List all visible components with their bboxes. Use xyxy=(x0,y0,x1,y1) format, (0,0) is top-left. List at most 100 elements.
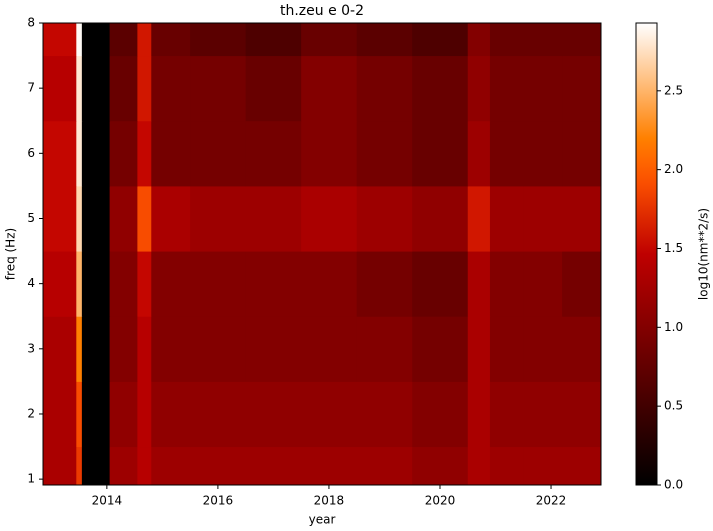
heat-cell xyxy=(43,446,77,486)
heat-cell xyxy=(562,316,602,382)
heat-cell xyxy=(109,316,138,382)
y-tick-label: 3 xyxy=(27,341,35,355)
y-tick-label: 7 xyxy=(27,81,35,95)
heat-cell xyxy=(43,23,77,57)
heat-cell xyxy=(137,23,152,57)
heat-cell xyxy=(190,381,247,448)
heat-cell xyxy=(412,446,469,486)
heat-cell xyxy=(151,185,191,252)
heat-cell xyxy=(489,185,524,252)
heat-cell xyxy=(245,185,302,252)
x-tick-label: 2014 xyxy=(92,494,123,508)
colorbar-tick-label: 0.0 xyxy=(664,478,683,492)
heat-cell xyxy=(109,55,138,122)
colorbar-label: log10(nm**2/s) xyxy=(697,208,711,300)
heat-cell xyxy=(301,120,358,187)
heat-cell xyxy=(81,23,111,57)
colorbar-tick-label: 1.5 xyxy=(664,241,683,255)
y-tick-label: 1 xyxy=(27,472,35,486)
heat-cell xyxy=(245,316,302,382)
heat-cell xyxy=(151,381,191,448)
heat-cell xyxy=(467,185,491,252)
heat-cell xyxy=(356,120,413,187)
heat-cell xyxy=(137,120,152,187)
heat-cell xyxy=(356,185,413,252)
heat-cell xyxy=(81,55,111,122)
chart-title: th.zeu e 0-2 xyxy=(280,3,364,19)
heat-cell xyxy=(109,381,138,448)
heat-cell xyxy=(412,381,469,448)
heat-cell xyxy=(190,251,247,317)
heat-cell xyxy=(190,55,247,122)
heat-cell xyxy=(489,316,524,382)
heat-cell xyxy=(467,23,491,57)
heat-cell xyxy=(137,316,152,382)
heat-cell xyxy=(81,316,111,382)
heat-cell xyxy=(81,381,111,448)
heat-cell xyxy=(76,316,83,382)
heat-cell xyxy=(301,446,358,486)
heat-cell xyxy=(489,251,524,317)
heat-cell xyxy=(190,120,247,187)
heat-cell xyxy=(562,251,602,317)
heat-cell xyxy=(412,316,469,382)
x-tick-label: 2020 xyxy=(425,494,456,508)
heat-cell xyxy=(109,251,138,317)
heat-cell xyxy=(412,251,469,317)
heat-cell xyxy=(245,55,302,122)
colorbar-tick-label: 2.5 xyxy=(664,83,683,97)
heat-cell xyxy=(523,251,563,317)
heat-cell xyxy=(43,316,77,382)
heat-cell xyxy=(151,120,191,187)
heat-cell xyxy=(412,185,469,252)
plot-frame xyxy=(42,22,602,486)
heat-cell xyxy=(412,120,469,187)
heat-cell xyxy=(76,185,83,252)
heat-cell xyxy=(137,446,152,486)
heat-cell xyxy=(356,381,413,448)
heat-cell xyxy=(151,55,191,122)
heat-cell xyxy=(109,446,138,486)
heat-cell xyxy=(467,381,491,448)
heat-cell xyxy=(81,251,111,317)
heat-cell xyxy=(76,120,83,187)
heat-cell xyxy=(562,446,602,486)
y-tick-label: 6 xyxy=(27,146,35,160)
heat-cell xyxy=(151,316,191,382)
heat-cell xyxy=(301,185,358,252)
x-tick-label: 2022 xyxy=(536,494,567,508)
heat-cell xyxy=(81,446,111,486)
heat-cell xyxy=(523,120,563,187)
heat-cell xyxy=(43,185,77,252)
heat-cell xyxy=(245,381,302,448)
heat-cell xyxy=(467,120,491,187)
heat-cell xyxy=(356,316,413,382)
heat-cell xyxy=(43,120,77,187)
heat-cell xyxy=(245,23,302,57)
heat-cell xyxy=(356,23,413,57)
y-tick-label: 2 xyxy=(27,406,35,420)
heat-cell xyxy=(489,23,524,57)
heat-cell xyxy=(489,55,524,122)
heat-cell xyxy=(76,446,83,486)
heat-cell xyxy=(190,446,247,486)
heat-cell xyxy=(151,251,191,317)
heat-cell xyxy=(43,251,77,317)
x-tick-label: 2016 xyxy=(203,494,234,508)
heat-cell xyxy=(489,446,524,486)
heat-cell xyxy=(245,120,302,187)
heat-cell xyxy=(523,316,563,382)
heat-cell xyxy=(412,23,469,57)
heat-cell xyxy=(412,55,469,122)
colorbar-tick-label: 0.5 xyxy=(664,399,683,413)
colorbar-tick-label: 2.0 xyxy=(664,162,683,176)
heat-cell xyxy=(562,120,602,187)
heat-cell xyxy=(301,55,358,122)
heat-cell xyxy=(523,185,563,252)
heat-cell xyxy=(151,23,191,57)
heat-cell xyxy=(301,381,358,448)
heat-cell xyxy=(43,55,77,122)
y-tick-label: 8 xyxy=(27,16,35,30)
heat-cell xyxy=(190,316,247,382)
